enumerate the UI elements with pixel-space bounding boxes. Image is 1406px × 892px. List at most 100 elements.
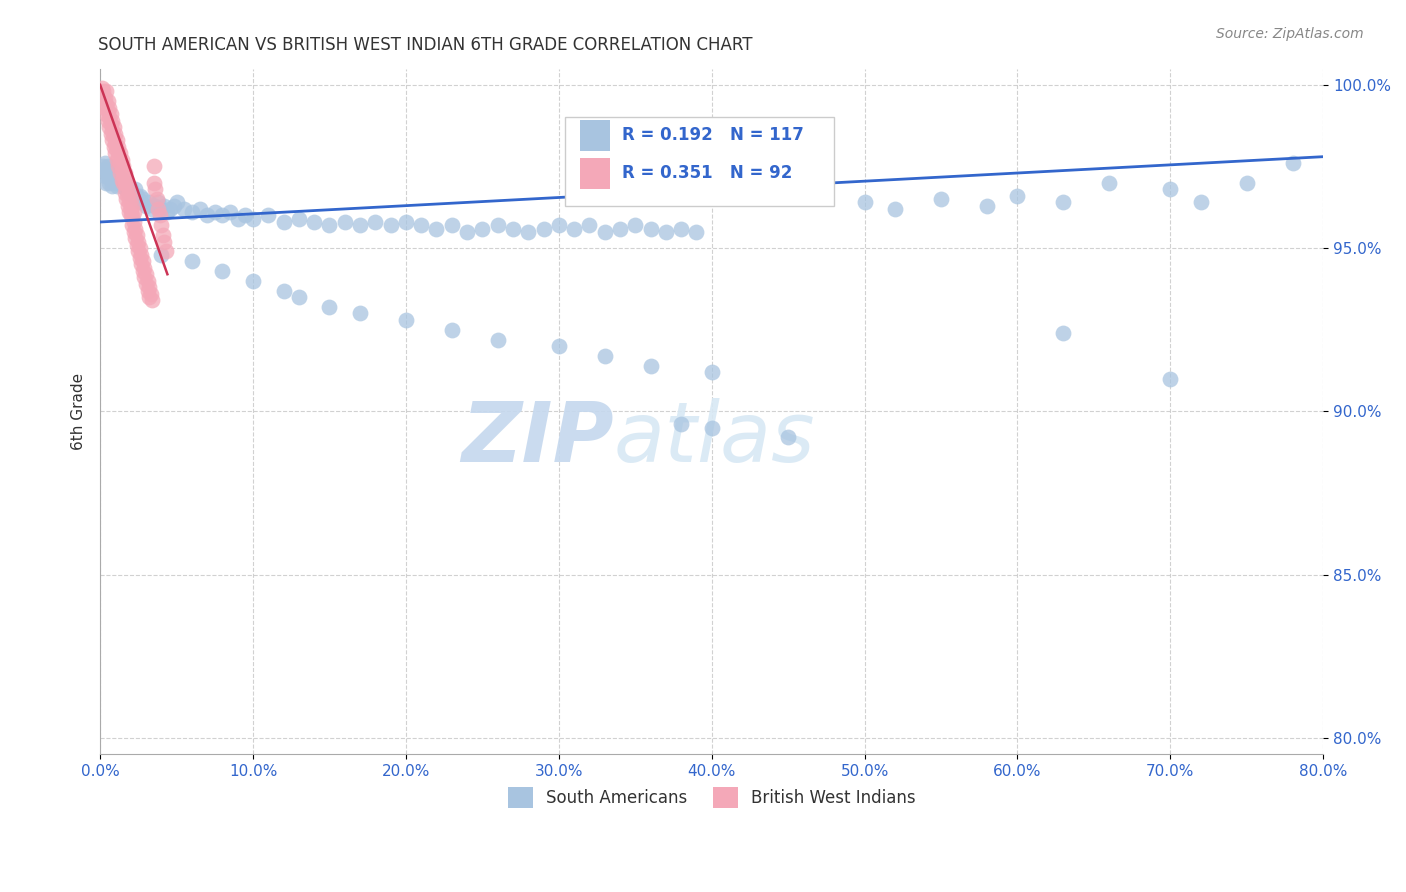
Point <box>148 202 170 216</box>
Point <box>235 209 257 223</box>
Point <box>302 215 325 229</box>
Point <box>219 205 242 219</box>
Point <box>517 225 540 239</box>
Point <box>136 284 159 298</box>
Point <box>90 81 112 95</box>
Point <box>145 192 167 206</box>
Point <box>547 219 569 233</box>
Point <box>1098 176 1121 190</box>
FancyBboxPatch shape <box>579 158 610 188</box>
Point <box>108 156 131 170</box>
Point <box>122 205 145 219</box>
Text: ZIP: ZIP <box>461 399 614 479</box>
Point <box>125 228 148 243</box>
Point <box>124 231 146 245</box>
Point <box>118 205 141 219</box>
Point <box>1236 176 1258 190</box>
Point <box>440 219 463 233</box>
Point <box>139 286 162 301</box>
Point <box>98 176 121 190</box>
Point <box>1159 372 1181 386</box>
Point <box>108 176 131 190</box>
Point <box>411 219 433 233</box>
Point <box>120 182 142 196</box>
Point <box>96 97 118 112</box>
Point <box>114 166 136 180</box>
Point <box>110 172 132 186</box>
Point <box>273 284 295 298</box>
Point <box>578 219 600 233</box>
Point <box>131 257 153 271</box>
Point <box>624 219 647 233</box>
Point <box>128 251 150 265</box>
Point <box>395 313 418 327</box>
Point <box>150 202 173 216</box>
Point <box>108 146 131 161</box>
Point <box>118 186 141 200</box>
Point <box>105 133 128 147</box>
Point <box>115 192 138 206</box>
Point <box>105 179 128 194</box>
Point <box>1159 182 1181 196</box>
Point <box>96 84 118 98</box>
Point <box>166 195 188 210</box>
Point <box>318 300 340 314</box>
Point <box>107 169 129 184</box>
Point <box>118 195 141 210</box>
Y-axis label: 6th Grade: 6th Grade <box>72 373 86 450</box>
Point <box>120 209 142 223</box>
Point <box>101 123 124 137</box>
Point <box>135 277 157 291</box>
Point <box>273 215 295 229</box>
Point <box>96 107 118 121</box>
Point <box>114 176 136 190</box>
Point <box>98 166 121 180</box>
Point <box>486 333 509 347</box>
Point <box>778 430 800 444</box>
Point <box>425 221 447 235</box>
Point <box>143 199 166 213</box>
Point <box>156 205 179 219</box>
Point <box>101 179 124 194</box>
Point <box>149 209 172 223</box>
Point <box>976 199 998 213</box>
Point <box>112 160 135 174</box>
Point <box>100 117 122 131</box>
Point <box>107 150 129 164</box>
Point <box>127 244 149 259</box>
Text: SOUTH AMERICAN VS BRITISH WEST INDIAN 6TH GRADE CORRELATION CHART: SOUTH AMERICAN VS BRITISH WEST INDIAN 6T… <box>98 36 754 54</box>
Point <box>471 221 494 235</box>
Point <box>121 186 143 200</box>
Point <box>138 280 160 294</box>
Point <box>105 172 128 186</box>
Point <box>105 143 128 157</box>
Point <box>132 192 155 206</box>
Point <box>110 153 132 167</box>
Point <box>104 169 127 184</box>
Point <box>114 176 136 190</box>
Point <box>152 228 174 243</box>
Point <box>195 209 218 223</box>
Point <box>97 94 120 108</box>
Point <box>1007 189 1029 203</box>
Point <box>533 221 555 235</box>
Point <box>1281 156 1303 170</box>
Text: atlas: atlas <box>614 399 815 479</box>
Point <box>124 221 146 235</box>
Point <box>685 225 707 239</box>
Point <box>132 264 155 278</box>
Point <box>91 91 114 105</box>
Point <box>180 205 202 219</box>
Point <box>135 267 157 281</box>
Point <box>98 111 121 125</box>
Point <box>125 237 148 252</box>
Legend: South Americans, British West Indians: South Americans, British West Indians <box>502 780 922 814</box>
Point <box>121 209 143 223</box>
Point <box>115 182 138 196</box>
Point <box>104 127 127 141</box>
Point <box>96 162 118 177</box>
Point <box>640 221 662 235</box>
Point <box>117 179 139 194</box>
Point <box>90 162 112 177</box>
Point <box>103 120 125 135</box>
